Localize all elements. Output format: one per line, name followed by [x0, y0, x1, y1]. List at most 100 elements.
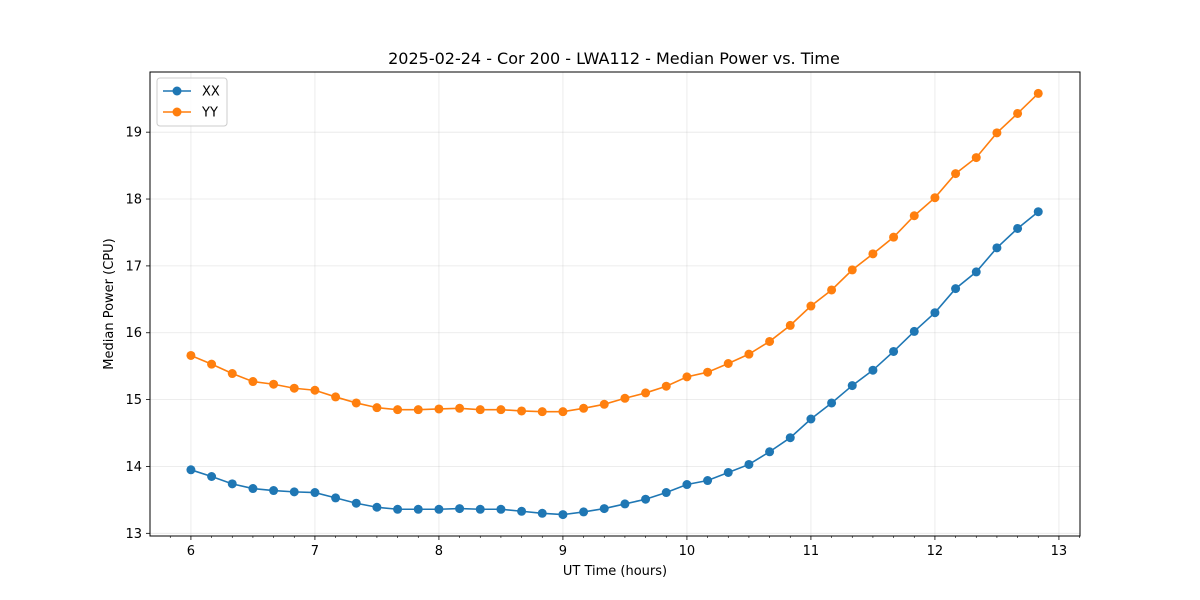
data-point-xx: [806, 414, 816, 424]
data-point-yy: [620, 393, 630, 403]
data-point-xx: [1033, 207, 1043, 217]
y-axis-label: Median Power (CPU): [102, 238, 117, 369]
data-point-xx: [269, 486, 279, 496]
data-point-yy: [351, 398, 361, 408]
data-point-yy: [599, 399, 609, 409]
y-tick-label: 15: [125, 393, 142, 408]
data-point-yy: [558, 407, 568, 417]
x-axis-label: UT Time (hours): [563, 564, 667, 579]
y-tick-label: 14: [125, 460, 142, 475]
y-tick-label: 19: [125, 126, 142, 141]
data-point-yy: [971, 153, 981, 163]
y-tick-label: 16: [125, 326, 142, 341]
data-point-xx: [599, 504, 609, 514]
data-point-xx: [207, 471, 217, 481]
data-point-yy: [806, 301, 816, 311]
data-point-xx: [310, 488, 320, 498]
data-point-yy: [930, 193, 940, 203]
data-point-yy: [682, 372, 692, 382]
data-point-yy: [1033, 88, 1043, 98]
legend: XX YY: [156, 77, 228, 127]
data-point-xx: [351, 498, 361, 508]
data-point-yy: [909, 211, 919, 221]
data-point-xx: [434, 504, 444, 514]
data-point-xx: [971, 267, 981, 277]
data-point-yy: [868, 249, 878, 259]
data-point-xx: [785, 433, 795, 443]
grid-lines: [150, 72, 1080, 536]
data-point-xx: [620, 499, 630, 509]
data-point-yy: [372, 403, 382, 413]
data-point-xx: [393, 504, 403, 514]
data-point-yy: [889, 232, 899, 242]
data-point-yy: [827, 285, 837, 295]
data-point-yy: [744, 349, 754, 359]
data-point-xx: [930, 308, 940, 318]
data-point-xx: [827, 398, 837, 408]
data-point-yy: [393, 405, 403, 415]
x-tick-label: 7: [311, 544, 319, 559]
data-point-yy: [641, 388, 651, 398]
y-tick-label: 13: [125, 527, 142, 542]
data-point-xx: [558, 510, 568, 520]
data-point-xx: [765, 447, 775, 457]
y-tick-label: 17: [125, 259, 142, 274]
data-point-yy: [661, 381, 671, 391]
data-point-yy: [579, 403, 589, 413]
data-point-yy: [1013, 108, 1023, 118]
data-point-xx: [186, 465, 196, 475]
data-point-yy: [703, 367, 713, 377]
data-point-xx: [703, 476, 713, 486]
data-point-xx: [496, 504, 506, 514]
data-point-yy: [227, 369, 237, 379]
data-point-yy: [331, 392, 341, 402]
series-layer: [186, 88, 1043, 520]
y-tick-label: 18: [125, 193, 142, 208]
series-xx: [186, 207, 1043, 520]
data-point-xx: [289, 487, 299, 497]
data-point-xx: [889, 346, 899, 356]
data-point-xx: [1013, 223, 1023, 233]
data-point-yy: [455, 403, 465, 413]
x-tick-label: 6: [187, 544, 195, 559]
data-point-yy: [186, 350, 196, 360]
data-point-xx: [641, 494, 651, 504]
data-point-yy: [434, 404, 444, 414]
data-point-yy: [289, 383, 299, 393]
data-point-yy: [310, 385, 320, 395]
series-yy: [186, 88, 1043, 417]
data-point-xx: [682, 480, 692, 490]
legend-label-yy: YY: [201, 106, 218, 121]
data-point-xx: [868, 365, 878, 375]
data-point-yy: [765, 336, 775, 346]
data-point-yy: [723, 359, 733, 369]
data-point-yy: [785, 320, 795, 330]
x-tick-label: 9: [559, 544, 567, 559]
data-point-xx: [455, 504, 465, 514]
data-point-yy: [992, 128, 1002, 138]
data-point-xx: [475, 504, 485, 514]
legend-marker-xx: [172, 86, 182, 96]
data-point-xx: [537, 508, 547, 518]
data-point-xx: [909, 326, 919, 336]
data-point-xx: [413, 504, 423, 514]
data-point-xx: [517, 506, 527, 516]
data-point-xx: [227, 479, 237, 489]
data-point-yy: [207, 359, 217, 369]
data-point-xx: [847, 381, 857, 391]
data-point-yy: [475, 405, 485, 415]
data-point-xx: [661, 488, 671, 498]
chart-title: 2025-02-24 - Cor 200 - LWA112 - Median P…: [388, 49, 840, 68]
data-point-yy: [413, 405, 423, 415]
data-point-yy: [269, 379, 279, 389]
data-point-xx: [723, 467, 733, 477]
data-point-xx: [744, 459, 754, 469]
x-tick-label: 10: [679, 544, 696, 559]
axis-ticks: 6 7 8 9 10 11 12 13 13 14 15 16 17 18 19: [125, 126, 1080, 559]
data-point-yy: [496, 405, 506, 415]
x-tick-label: 13: [1051, 544, 1068, 559]
data-point-yy: [847, 265, 857, 275]
data-point-yy: [517, 406, 527, 416]
data-point-xx: [248, 484, 258, 494]
